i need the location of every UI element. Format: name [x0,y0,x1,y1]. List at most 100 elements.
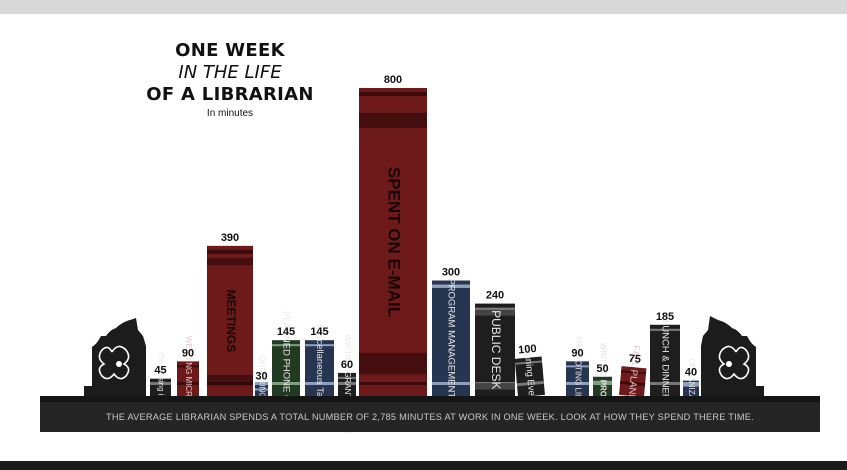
book-8-band-wide-top [359,112,427,129]
book-11-spine [514,356,545,398]
shelf-group [40,316,820,432]
book-8-value-label: 800 [384,74,402,86]
left-bookend [84,318,146,396]
book-15-band-top [650,328,680,331]
book-6-spine [305,340,334,396]
right-bookend [701,316,764,396]
book-16-band-top [683,384,699,387]
book-9-value-label: 300 [442,267,460,279]
book-7-band-bottom [338,382,356,385]
book-16-label: ORGANIZATION [687,358,696,419]
book-7-label: WRITING GRANT REPORT [343,334,352,434]
book-10-band-wide-bottom [475,383,515,390]
book-8-group: SPENT ON E-MAIL 800 [359,74,427,396]
book-8-band-bottom [359,382,427,385]
book-11-band-bottom [516,380,544,387]
book-8-band-top [359,92,427,96]
book-9-band-top [432,284,470,288]
title-line-1: ONE WEEK [175,40,285,61]
book-7-value-label: 60 [341,359,353,371]
book-5-label: PLANNED PHONE CALLS [280,311,291,425]
bottom-band [0,461,847,470]
book-14-spine [619,366,647,398]
book-13-band-bottom [593,382,612,385]
book-13-value-label: 50 [596,363,608,375]
book-15-value-label: 185 [656,311,674,323]
title-line-3: OF A LIBRARIAN [146,84,314,105]
book-8-label: SPENT ON E-MAIL [385,167,404,317]
book-2-band-top [177,365,199,368]
book-9-spine [432,280,470,396]
book-5-band-bottom [272,382,300,385]
book-13-label: WRITING PROPOSALS [598,343,607,431]
right-bookend-scroll [718,345,750,380]
book-1-value-label: 45 [154,365,166,377]
book-5-value-label: 145 [277,326,295,338]
book-4-label: ORDERING ITEMS [257,355,266,425]
book-16-band-bottom [683,382,699,385]
book-6-label: Miscellaneous Tasks [314,325,325,412]
book-9-band-bottom [432,382,470,385]
book-10-band-wide-top [475,310,515,316]
book-5-spine [272,340,300,396]
book-15-label: LUNCH & DINNER [659,320,670,401]
book-2-spine [177,361,199,396]
book-3-band-wide-top [207,257,253,266]
book-11-band-top [515,360,543,365]
book-9-label: PROGRAM MANAGEMENT [445,278,456,398]
book-14-value-label: 75 [628,353,641,366]
book-10-band-top [475,307,515,311]
book-14-band-top [621,370,647,375]
book-3-group: MEETINGS 390 [207,232,253,396]
book-12-band-bottom [566,382,589,385]
book-11-value-label: 100 [518,343,537,357]
book-4-band-top [255,388,268,391]
book-16-value-label: 40 [685,367,697,379]
shelf-top-edge [40,396,820,402]
top-band [0,0,847,14]
title-line-2: IN THE LIFE [178,62,282,83]
book-12-band-top [566,365,589,368]
book-4-band-bottom [255,382,268,385]
footer-note: THE AVERAGE LIBRARIAN SPENDS A TOTAL NUM… [106,412,754,422]
book-2-band-bottom [177,382,199,385]
book-10-group: PUBLIC DESK 240 [475,290,515,396]
book-3-spine [207,245,253,396]
book-3-band-wide-bottom [207,374,253,386]
left-bookend-scroll [98,345,130,380]
book-3-band-top [207,249,253,254]
book-8-spine [359,88,427,396]
book-10-spine [475,303,515,396]
book-7-band-top [338,376,356,379]
book-6-value-label: 145 [310,326,328,338]
book-12-value-label: 90 [571,347,583,359]
book-10-value-label: 240 [486,290,504,302]
book-14-band-bottom [620,380,646,387]
book-10-label: PUBLIC DESK [489,310,503,389]
book-5-band-top [272,344,300,347]
book-1-label: Processing invoices [156,352,165,423]
book-3-value-label: 390 [221,232,239,244]
book-15-band-bottom [650,382,680,385]
book-12-spine [566,361,589,396]
book-3-label: MEETINGS [224,290,238,353]
book-4-value-label: 30 [255,370,267,382]
book-8-band-wide-bottom [359,352,427,375]
book-1-band-bottom [150,382,171,385]
book-13-band-top [593,380,612,383]
book-2-label: WEEDING MICROFILM [184,336,193,422]
book-6-band-bottom [305,382,334,385]
